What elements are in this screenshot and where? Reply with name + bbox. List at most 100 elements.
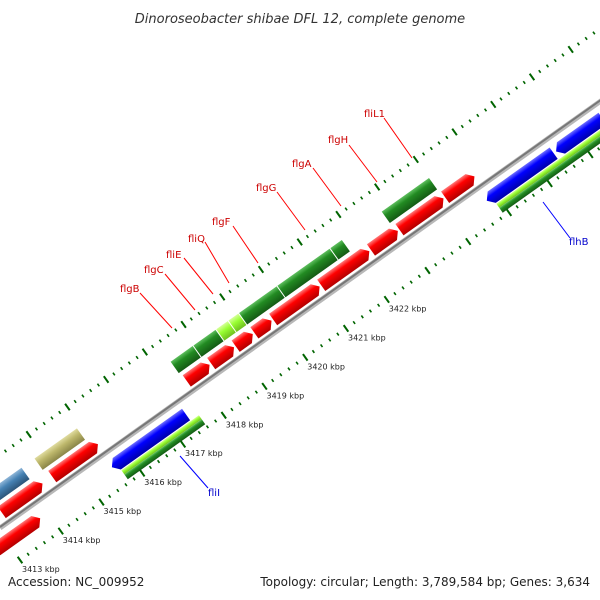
leader-line (312, 167, 342, 207)
cds-forward (250, 318, 272, 339)
ruler-minor-tick (173, 448, 177, 452)
ruler-minor-tick (96, 383, 100, 387)
ruler-minor-tick (401, 286, 405, 290)
ruler-major-tick (103, 375, 110, 384)
ruler-minor-tick (166, 333, 170, 338)
ruler-minor-tick (246, 396, 250, 400)
leader-line (348, 144, 378, 183)
ruler-major-tick (98, 498, 105, 506)
ruler-major-tick (57, 527, 64, 535)
ruler-major-tick (567, 45, 574, 54)
gene-fliL1 (381, 178, 438, 224)
ruler-minor-tick (409, 280, 413, 284)
ruler-minor-tick (483, 108, 488, 112)
ruler-major-tick (257, 265, 265, 274)
ruler-minor-tick (352, 320, 356, 325)
ruler-minor-tick (523, 199, 527, 203)
gene-label-flhB: flhB (569, 237, 589, 248)
ruler-major-tick (373, 183, 381, 191)
ruler-major-tick (219, 293, 226, 301)
ruler-minor-tick (89, 388, 93, 393)
leader-line (276, 191, 306, 231)
cds-forward (441, 174, 475, 203)
forward-genes (0, 174, 475, 519)
ruler-minor-tick (445, 135, 449, 140)
ruler-minor-tick (238, 401, 242, 406)
ruler-minor-tick (124, 482, 128, 487)
cds-forward (366, 228, 398, 256)
ruler-minor-tick (3, 449, 8, 453)
ruler-minor-tick (499, 216, 503, 221)
ruler-minor-tick (267, 262, 271, 266)
ruler-tick-label: 3415 kbp (104, 507, 142, 516)
outer-ruler (3, 31, 596, 453)
ruler-minor-tick (522, 80, 526, 85)
genome-backbone (0, 98, 600, 531)
ruler-major-tick (383, 295, 390, 304)
ruler-minor-tick (67, 523, 71, 528)
ruler-minor-tick (271, 378, 275, 383)
ruler-minor-tick (458, 245, 462, 250)
ruler-tick-label: 3419 kbp (267, 391, 305, 400)
gene-fliQ (228, 313, 247, 332)
gene-label-fliI: fliI (208, 488, 220, 499)
ruler-minor-tick (538, 69, 542, 74)
gene-label-fliE: fliE (166, 250, 181, 261)
ruler-tick-label: 3416 kbp (144, 478, 182, 487)
ruler-minor-tick (287, 367, 291, 371)
ruler-minor-tick (406, 163, 410, 167)
ruler-minor-tick (73, 399, 77, 404)
gene-fliE (216, 321, 236, 341)
ruler-minor-tick (205, 306, 209, 310)
ruler-minor-tick (592, 31, 596, 35)
leader-line (232, 225, 259, 264)
ruler-minor-tick (474, 233, 478, 238)
ruler-minor-tick (313, 229, 317, 233)
gene-label-flgG: flgG (256, 183, 276, 194)
ruler-minor-tick (429, 146, 433, 151)
ruler-minor-tick (564, 170, 568, 174)
ruler-major-tick (412, 155, 419, 164)
ruler-minor-tick (165, 454, 169, 458)
ruler-minor-tick (11, 443, 15, 448)
ruler-minor-tick (442, 257, 446, 261)
leader-line (383, 117, 413, 159)
cds-forward (231, 331, 253, 352)
ruler-tick-label: 3418 kbp (226, 420, 264, 429)
ruler-minor-tick (344, 207, 348, 211)
accession-label: Accession: NC_009952 (8, 575, 144, 589)
gene-label-flgA: flgA (292, 159, 312, 170)
ruler-minor-tick (230, 407, 234, 412)
ruler-minor-tick (398, 168, 402, 173)
ruler-minor-tick (214, 419, 218, 423)
ruler-minor-tick (434, 262, 438, 267)
ruler-minor-tick (580, 158, 584, 163)
ruler-minor-tick (42, 540, 47, 545)
ruler-tick-label: 3422 kbp (389, 304, 427, 313)
gene-label-flgC: flgC (144, 265, 164, 276)
ruler-minor-tick (243, 278, 248, 283)
ruler-minor-tick (290, 245, 294, 250)
gene-flgC (193, 329, 224, 357)
map-title: Dinoroseobacter shibae DFL 12, complete … (135, 12, 465, 27)
ruler-minor-tick (352, 201, 356, 206)
ruler-minor-tick (112, 372, 116, 376)
ruler-minor-tick (450, 251, 454, 255)
ruler-minor-tick (514, 86, 519, 90)
ruler-minor-tick (393, 291, 397, 296)
ruler-minor-tick (83, 511, 87, 516)
gene-label-fliL1: fliL1 (364, 109, 385, 120)
ruler-minor-tick (158, 339, 162, 343)
ruler-minor-tick (75, 517, 79, 522)
ruler-minor-tick (135, 355, 139, 360)
ruler-tick-label: 3420 kbp (307, 362, 345, 371)
cds-reverse (556, 112, 600, 154)
ruler-minor-tick (236, 284, 240, 288)
ruler-major-tick (180, 320, 187, 329)
ruler-minor-tick (228, 289, 232, 294)
ruler-minor-tick (553, 58, 557, 63)
ruler-minor-tick (540, 187, 544, 192)
ruler-major-tick (296, 238, 303, 246)
ruler-major-tick (302, 353, 309, 362)
